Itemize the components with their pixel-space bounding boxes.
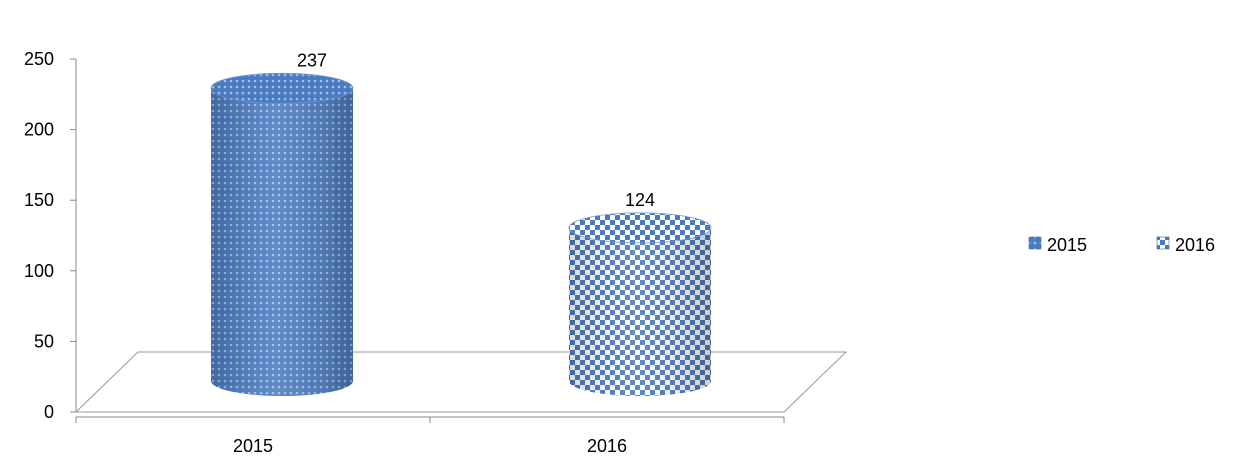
legend-swatch-2016: [1156, 236, 1170, 250]
y-axis-ticks: [70, 58, 76, 413]
bar-2016: [568, 212, 712, 396]
data-label: 124: [625, 190, 655, 210]
bar-2015: [210, 72, 354, 397]
y-tick-label: 50: [34, 331, 54, 351]
y-tick-label: 0: [44, 402, 54, 422]
bar-top: [210, 72, 354, 104]
y-tick-label: 200: [24, 120, 54, 140]
legend: 2015 2016: [1028, 235, 1215, 255]
data-label: 237: [297, 50, 327, 70]
bar-top: [568, 212, 712, 244]
y-tick-label: 100: [24, 261, 54, 281]
x-axis-tick-labels: 2015 2016: [233, 436, 627, 456]
legend-label-2015: 2015: [1047, 235, 1087, 255]
y-axis-tick-labels: 0 50 100 150 200 250: [24, 49, 54, 422]
bars: [210, 72, 712, 397]
y-tick-label: 150: [24, 190, 54, 210]
data-labels: 237 124: [297, 50, 655, 210]
x-tick-label: 2016: [587, 436, 627, 456]
x-axis-ticks: [75, 417, 785, 423]
bar-shading: [569, 227, 711, 396]
legend-swatch-2015: [1028, 236, 1042, 250]
chart-floor: [74, 351, 848, 413]
y-tick-label: 250: [24, 49, 54, 69]
bar-shading: [211, 88, 353, 397]
x-tick-label: 2015: [233, 436, 273, 456]
legend-label-2016: 2016: [1175, 235, 1215, 255]
